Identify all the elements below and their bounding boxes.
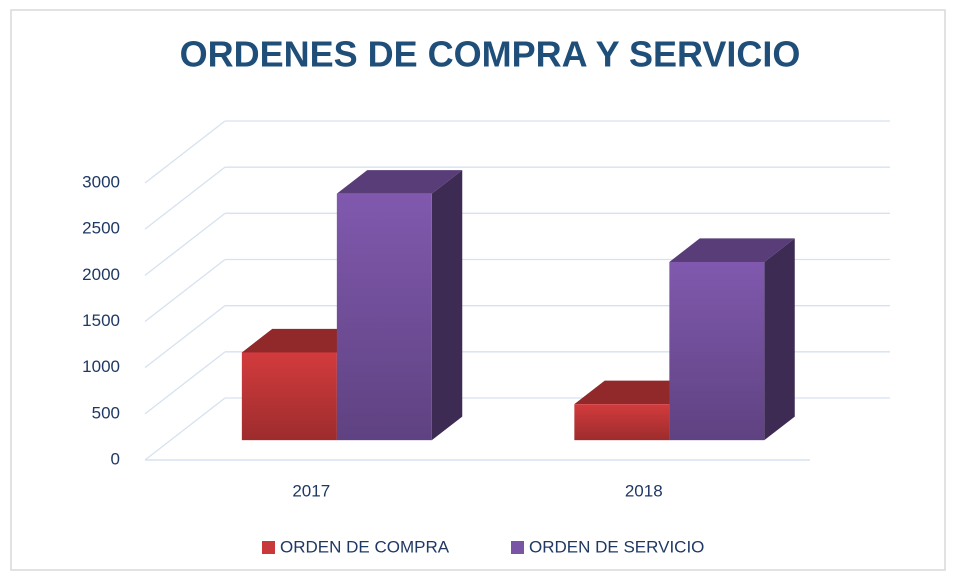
bar-top bbox=[574, 380, 700, 405]
chart-title: ORDENES DE COMPRA Y SERVICIO bbox=[180, 34, 801, 75]
legend-swatch bbox=[511, 541, 524, 554]
bar bbox=[574, 404, 670, 441]
grid-line bbox=[144, 120, 226, 184]
y-tick-label: 1000 bbox=[82, 357, 120, 376]
y-tick-label: 3000 bbox=[82, 172, 120, 191]
x-tick-label: 2017 bbox=[292, 481, 330, 500]
grid-line bbox=[144, 166, 226, 230]
bar bbox=[241, 352, 337, 441]
bar-top bbox=[336, 170, 463, 194]
legend-label: ORDEN DE SERVICIO bbox=[529, 537, 704, 556]
y-tick-label: 1500 bbox=[82, 311, 120, 330]
chart-border bbox=[10, 9, 946, 571]
y-tick-label: 2000 bbox=[82, 265, 120, 284]
y-tick-label: 0 bbox=[111, 449, 120, 468]
bar bbox=[336, 193, 432, 441]
legend-swatch bbox=[262, 541, 275, 554]
bar-side bbox=[431, 170, 463, 441]
grid-line bbox=[144, 397, 226, 461]
bar-side bbox=[764, 238, 795, 441]
grid-line bbox=[144, 212, 226, 276]
grid-line bbox=[144, 351, 226, 415]
grid-line bbox=[144, 258, 226, 323]
bar-top bbox=[669, 238, 795, 262]
bar bbox=[669, 261, 765, 441]
x-tick-label: 2018 bbox=[625, 481, 663, 500]
bar-top bbox=[241, 328, 368, 353]
y-tick-label: 500 bbox=[92, 403, 120, 422]
grid-line bbox=[144, 305, 226, 369]
y-tick-label: 2500 bbox=[82, 219, 120, 238]
legend-label: ORDEN DE COMPRA bbox=[280, 537, 450, 556]
